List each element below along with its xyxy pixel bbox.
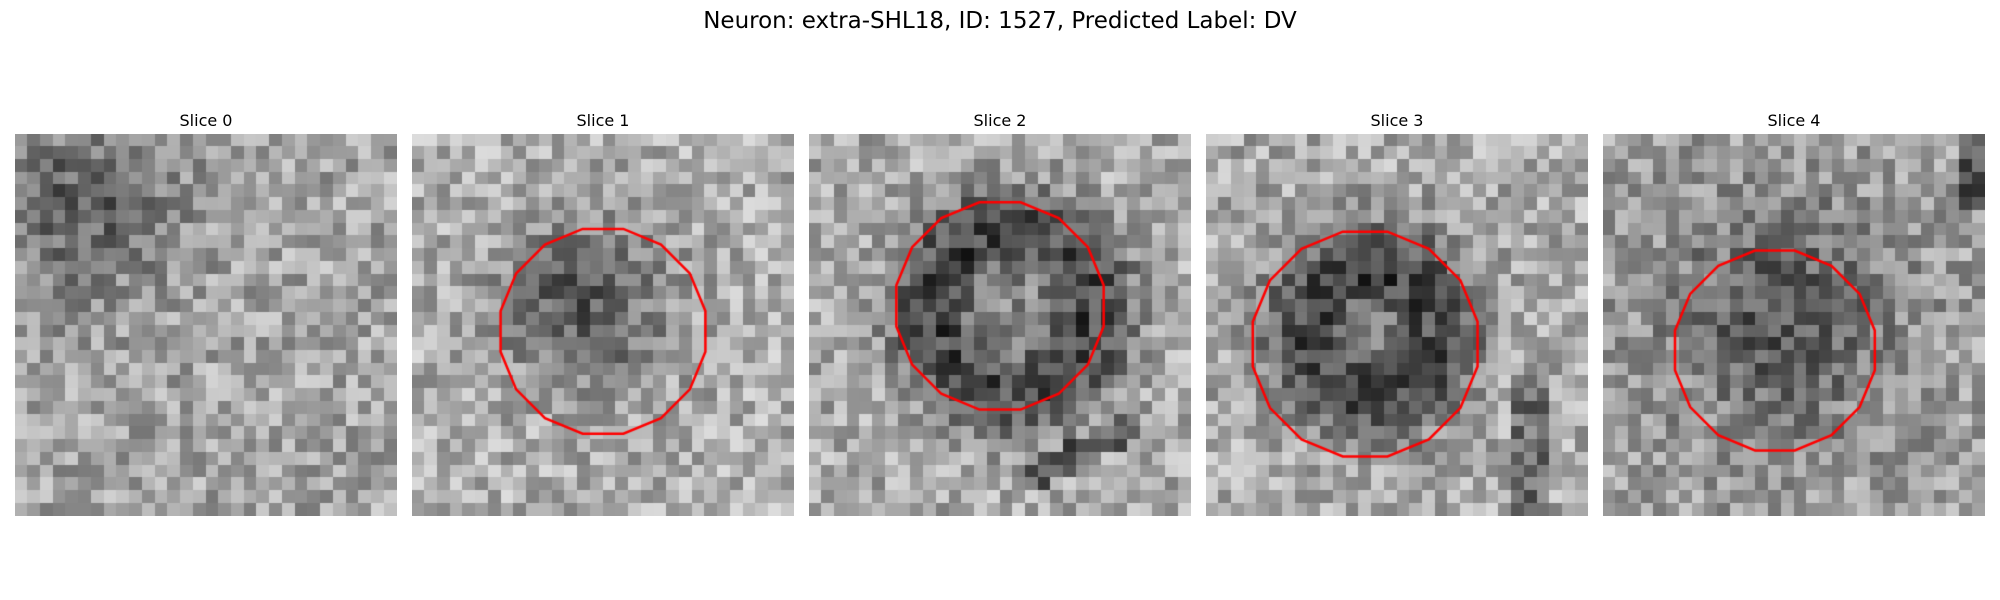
slice-title: Slice 0 — [179, 111, 233, 130]
slice-image — [15, 134, 397, 516]
slice-title: Slice 2 — [973, 111, 1027, 130]
slice-title: Slice 1 — [576, 111, 630, 130]
slice-image — [412, 134, 794, 516]
slice-panel-3: Slice 3 — [1206, 110, 1588, 516]
slice-panel-4: Slice 4 — [1603, 110, 1985, 516]
slice-image — [809, 134, 1191, 516]
slice-title: Slice 4 — [1767, 111, 1821, 130]
slice-panel-1: Slice 1 — [412, 110, 794, 516]
slice-panel-0: Slice 0 — [15, 110, 397, 516]
figure-title: Neuron: extra-SHL18, ID: 1527, Predicted… — [703, 8, 1297, 34]
slice-image — [1206, 134, 1588, 516]
slice-panel-2: Slice 2 — [809, 110, 1191, 516]
slice-image — [1603, 134, 1985, 516]
slice-title: Slice 3 — [1370, 111, 1424, 130]
